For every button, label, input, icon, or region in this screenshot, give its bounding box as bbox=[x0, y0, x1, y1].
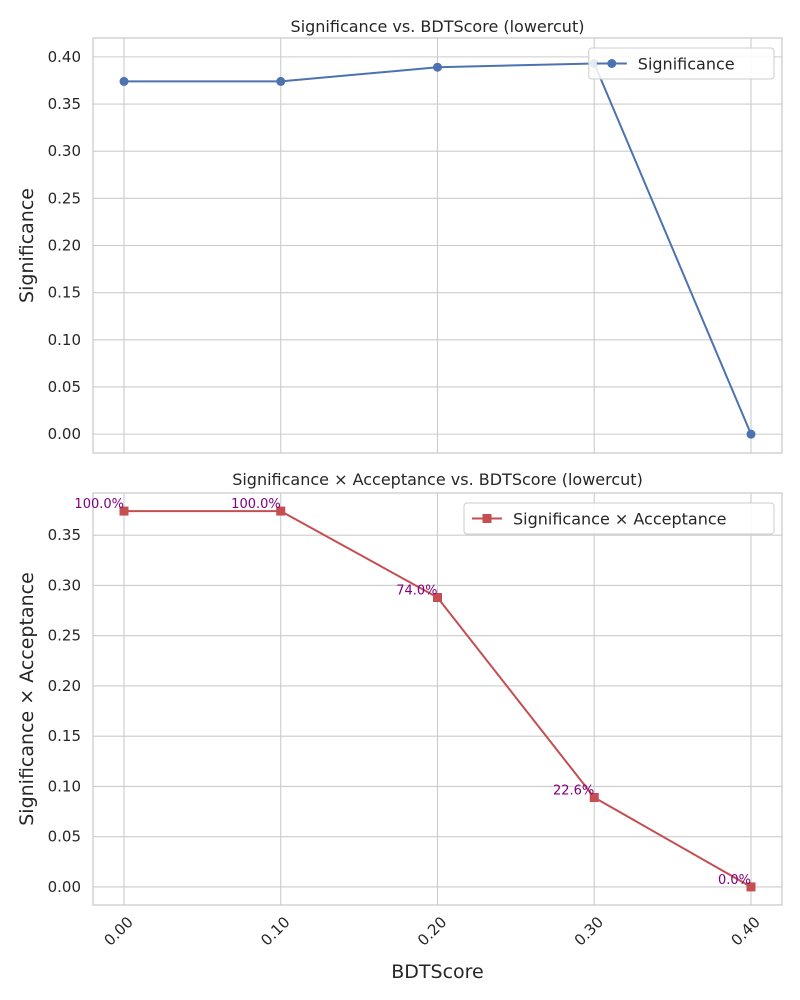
y-tick-label: 0.20 bbox=[48, 237, 81, 255]
y-axis-label: Significance bbox=[16, 188, 38, 303]
y-axis-label: Significance × Acceptance bbox=[16, 572, 38, 826]
y-tick-label: 0.25 bbox=[48, 627, 81, 645]
y-tick-label: 0.30 bbox=[48, 576, 81, 594]
y-tick-label: 0.00 bbox=[48, 878, 81, 896]
x-tick-label: 0.00 bbox=[100, 913, 136, 949]
plot-frame bbox=[92, 492, 783, 906]
legend-marker bbox=[482, 514, 492, 523]
y-tick-label: 0.15 bbox=[48, 284, 81, 302]
data-annotation: 0.0% bbox=[718, 873, 751, 888]
y-tick-label: 0.40 bbox=[48, 48, 81, 66]
data-point bbox=[589, 792, 599, 802]
x-tick-label: 0.40 bbox=[727, 913, 763, 949]
data-annotation: 100.0% bbox=[74, 497, 124, 512]
legend-marker bbox=[607, 59, 617, 68]
y-tick-label: 0.35 bbox=[48, 95, 81, 113]
x-tick-label: 0.30 bbox=[571, 913, 607, 949]
y-tick-label: 0.10 bbox=[48, 331, 81, 349]
legend-box bbox=[588, 47, 775, 80]
y-tick-label: 0.15 bbox=[48, 727, 81, 745]
y-tick-label: 0.35 bbox=[48, 526, 81, 544]
x-tick-label: 0.10 bbox=[257, 913, 293, 949]
y-tick-label: 0.25 bbox=[48, 189, 81, 207]
legend-label: Significance × Acceptance bbox=[513, 510, 727, 529]
y-tick-label: 0.20 bbox=[48, 677, 81, 695]
chart-panel-2: 0.00 0.05 0.10 0.15 0.20 0.25 0.30 0.35 Signific… bbox=[16, 470, 783, 983]
y-tick-label: 0.10 bbox=[48, 777, 81, 795]
data-point bbox=[276, 76, 286, 86]
data-point bbox=[433, 593, 442, 603]
data-point bbox=[119, 506, 129, 516]
data-annotation: 100.0% bbox=[231, 497, 281, 512]
data-annotation: 22.6% bbox=[553, 783, 594, 798]
chart-title: Significance vs. BDTScore (lowercut) bbox=[291, 17, 585, 36]
plot-frame bbox=[92, 37, 783, 454]
chart-panel-1: 0.00 0.05 0.10 0.15 0.20 0.25 0.30 0.35 0.40 Sign… bbox=[16, 17, 783, 454]
legend-label: Significance bbox=[638, 55, 735, 74]
data-point bbox=[276, 506, 286, 516]
data-point bbox=[746, 882, 756, 892]
x-axis-label: BDTScore bbox=[391, 961, 484, 983]
y-tick-label: 0.05 bbox=[48, 828, 81, 846]
x-tick-label: 0.20 bbox=[414, 913, 450, 949]
data-point bbox=[119, 76, 129, 86]
y-tick-label: 0.00 bbox=[48, 425, 81, 443]
legend-box bbox=[463, 502, 775, 535]
data-annotation: 74.0% bbox=[396, 584, 437, 599]
y-tick-label: 0.05 bbox=[48, 378, 81, 396]
data-point bbox=[433, 62, 442, 72]
y-tick-label: 0.30 bbox=[48, 142, 81, 160]
data-point bbox=[746, 429, 756, 439]
chart-title: Significance × Acceptance vs. BDTScore (… bbox=[232, 470, 643, 489]
